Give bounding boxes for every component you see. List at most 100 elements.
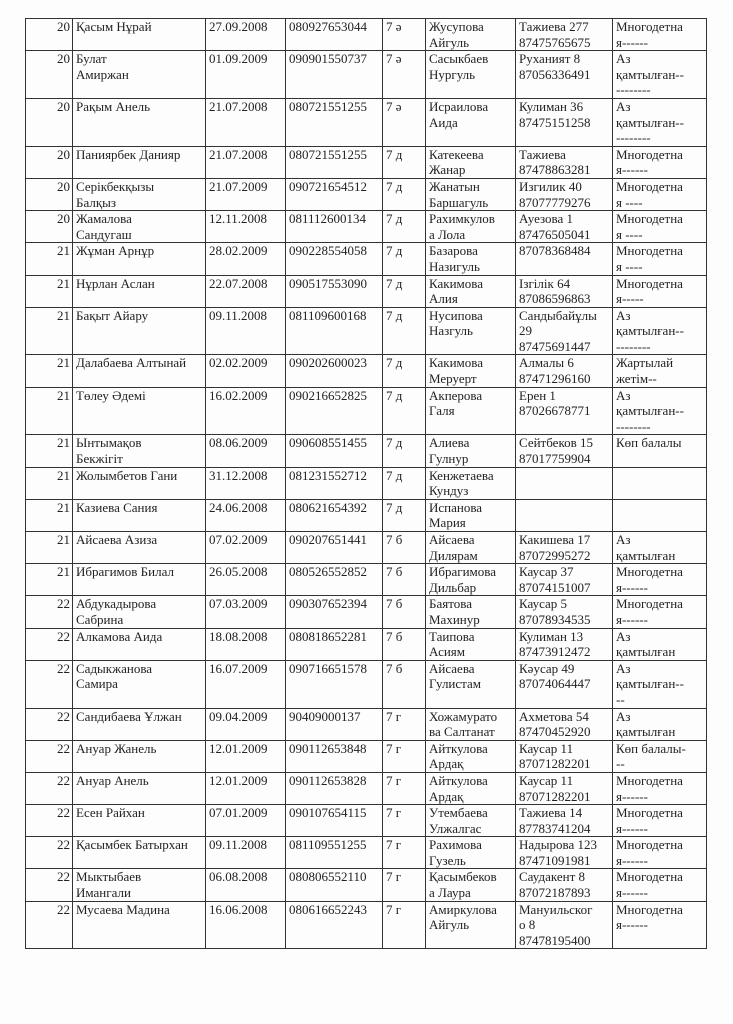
parent-name: Жусупова Айгуль bbox=[425, 17, 516, 52]
address-phone: 87078368484 bbox=[515, 242, 613, 276]
class: 7 д bbox=[382, 498, 426, 533]
parent-name: Алиева Гулнур bbox=[425, 434, 516, 468]
student-name: Серікбекқызы Балқыз bbox=[72, 177, 206, 212]
class: 7 б bbox=[382, 563, 426, 597]
row-number: 21 bbox=[25, 306, 73, 356]
address-phone: Каусар 11 87071282201 bbox=[515, 739, 613, 773]
birth-date: 12.11.2008 bbox=[205, 210, 286, 244]
birth-date: 18.08.2008 bbox=[205, 627, 286, 661]
address-phone: Руханият 8 87056336491 bbox=[515, 50, 613, 99]
table-row: 21 Бақыт Айару 09.11.2008 081109600168 7 д Ну… bbox=[25, 306, 707, 356]
iin: 090608551455 bbox=[285, 434, 383, 468]
birth-date: 08.06.2009 bbox=[205, 434, 286, 468]
student-name: Жолымбетов Гани bbox=[72, 466, 206, 500]
social-status: Многодетна я------ bbox=[612, 145, 707, 179]
birth-date: 24.06.2008 bbox=[205, 498, 286, 533]
social-status: Многодетна я------ bbox=[612, 868, 707, 902]
student-name: Ынтымақов Бекжігіт bbox=[72, 434, 206, 468]
iin: 080927653044 bbox=[285, 17, 383, 52]
table-row: 21 Айсаева Азиза 07.02.2009 090207651441 7 б… bbox=[25, 530, 707, 565]
iin: 081112600134 bbox=[285, 210, 383, 244]
social-status: Многодетна я------ bbox=[612, 836, 707, 870]
birth-date: 16.02.2009 bbox=[205, 386, 286, 436]
birth-date: 22.07.2008 bbox=[205, 274, 286, 308]
social-status: Көп балалы- -- bbox=[612, 739, 707, 773]
row-number: 22 bbox=[25, 595, 73, 629]
social-status: Аз қамтылған-- -- bbox=[612, 659, 707, 709]
address-phone: Алмалы 6 87471296160 bbox=[515, 354, 613, 388]
student-name: Мусаева Мадина bbox=[72, 900, 206, 950]
birth-date: 07.03.2009 bbox=[205, 595, 286, 629]
birth-date: 31.12.2008 bbox=[205, 466, 286, 500]
address-phone: Надырова 123 87471091981 bbox=[515, 836, 613, 870]
parent-name: Кенжетаева Кундуз bbox=[425, 466, 516, 500]
class: 7 б bbox=[382, 595, 426, 629]
birth-date: 28.02.2009 bbox=[205, 242, 286, 276]
student-name: Паниярбек Данияр bbox=[72, 145, 206, 179]
table-row: 20 Жамалова Сандугаш 12.11.2008 08111260013… bbox=[25, 210, 707, 244]
birth-date: 02.02.2009 bbox=[205, 354, 286, 388]
birth-date: 07.02.2009 bbox=[205, 530, 286, 565]
table-row: 20 Паниярбек Данияр 21.07.2008 080721551255… bbox=[25, 145, 707, 179]
table-row: 21 Ынтымақов Бекжігіт 08.06.2009 0906085514… bbox=[25, 434, 707, 468]
iin: 090901550737 bbox=[285, 50, 383, 99]
social-status: Аз қамтылған-- -------- bbox=[612, 386, 707, 436]
row-number: 21 bbox=[25, 242, 73, 276]
row-number: 22 bbox=[25, 900, 73, 950]
row-number: 20 bbox=[25, 210, 73, 244]
birth-date: 09.11.2008 bbox=[205, 836, 286, 870]
address-phone: Каусар 37 87074151007 bbox=[515, 563, 613, 597]
student-name: Айсаева Азиза bbox=[72, 530, 206, 565]
birth-date: 06.08.2008 bbox=[205, 868, 286, 902]
row-number: 22 bbox=[25, 771, 73, 806]
student-name: Булат Амиржан bbox=[72, 50, 206, 99]
student-name: Казиева Сания bbox=[72, 498, 206, 533]
class: 7 д bbox=[382, 386, 426, 436]
student-name: Рақым Анель bbox=[72, 97, 206, 147]
row-number: 20 bbox=[25, 97, 73, 147]
social-status bbox=[612, 466, 707, 500]
row-number: 21 bbox=[25, 498, 73, 533]
social-status: Аз қамтылған bbox=[612, 530, 707, 565]
student-name: Жамалова Сандугаш bbox=[72, 210, 206, 244]
table-row: 22 Мыктыбаев Имангали 06.08.2008 0808065521… bbox=[25, 868, 707, 902]
social-status: Аз қамтылған-- -------- bbox=[612, 97, 707, 147]
address-phone: Тажиева 87478863281 bbox=[515, 145, 613, 179]
iin: 90409000137 bbox=[285, 707, 383, 741]
parent-name: Испанова Мария bbox=[425, 498, 516, 533]
table-row: 21 Жолымбетов Гани 31.12.2008 081231552712 7… bbox=[25, 466, 707, 500]
social-status: Аз қамтылған-- -------- bbox=[612, 306, 707, 356]
student-name: Ануар Жанель bbox=[72, 739, 206, 773]
table-row: 22 Қасымбек Батырхан 09.11.2008 08110955125… bbox=[25, 836, 707, 870]
parent-name: Жанатын Баршагуль bbox=[425, 177, 516, 212]
address-phone: Саудакент 8 87072187893 bbox=[515, 868, 613, 902]
parent-name: Базарова Назигуль bbox=[425, 242, 516, 276]
social-status: Многодетна я ---- bbox=[612, 242, 707, 276]
address-phone: Кәусар 49 87074064447 bbox=[515, 659, 613, 709]
birth-date: 07.01.2009 bbox=[205, 804, 286, 838]
class: 7 г bbox=[382, 707, 426, 741]
parent-name: Какимова Меруерт bbox=[425, 354, 516, 388]
table-row: 21 Далабаева Алтынай 02.02.2009 09020260002… bbox=[25, 354, 707, 388]
address-phone: Кулиман 13 87473912472 bbox=[515, 627, 613, 661]
student-name: Төлеу Әдемі bbox=[72, 386, 206, 436]
address-phone bbox=[515, 498, 613, 533]
iin: 090207651441 bbox=[285, 530, 383, 565]
student-name: Далабаева Алтынай bbox=[72, 354, 206, 388]
social-status: Аз қамтылған bbox=[612, 707, 707, 741]
class: 7 д bbox=[382, 210, 426, 244]
table-row: 22 Ануар Анель 12.01.2009 090112653828 7 г Ай… bbox=[25, 771, 707, 806]
iin: 090721654512 bbox=[285, 177, 383, 212]
class: 7 д bbox=[382, 177, 426, 212]
iin: 080721551255 bbox=[285, 145, 383, 179]
birth-date: 12.01.2009 bbox=[205, 771, 286, 806]
iin: 080721551255 bbox=[285, 97, 383, 147]
social-status: Көп балалы bbox=[612, 434, 707, 468]
social-status: Многодетна я------ bbox=[612, 595, 707, 629]
iin: 081109551255 bbox=[285, 836, 383, 870]
class: 7 г bbox=[382, 771, 426, 806]
row-number: 22 bbox=[25, 868, 73, 902]
social-status: Многодетна я ---- bbox=[612, 177, 707, 212]
row-number: 22 bbox=[25, 739, 73, 773]
parent-name: Какимова Алия bbox=[425, 274, 516, 308]
